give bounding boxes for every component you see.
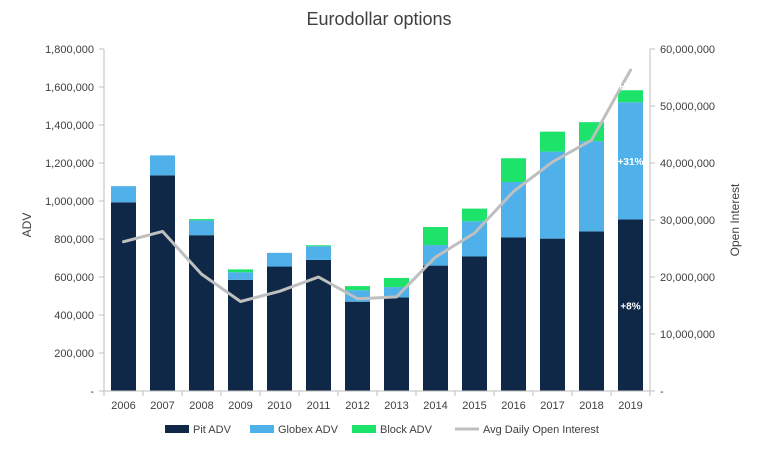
x-tick-label: 2017 [540, 400, 564, 412]
pit-adv-bar [384, 297, 409, 391]
x-tick-label: 2018 [579, 400, 603, 412]
x-tick-label: 2013 [384, 400, 408, 412]
legend-label-pit-adv: Pit ADV [193, 424, 232, 436]
block-adv-bar [540, 131, 565, 152]
block-adv-bar [228, 269, 253, 273]
annotations: +8% +31% +56% [618, 82, 644, 312]
legend-swatch-globex-adv [250, 425, 274, 433]
legend-swatch-pit-adv [165, 425, 189, 433]
x-tick-label: 2014 [423, 400, 447, 412]
legend-label-avg-daily-open-interest: Avg Daily Open Interest [483, 424, 599, 436]
pit-adv-bar [267, 266, 292, 391]
pit-adv-bar [111, 202, 136, 391]
y-tick-label: 600,000 [54, 272, 94, 284]
block-adv-bar [189, 219, 214, 221]
globex-adv-bar [228, 272, 253, 280]
y-tick-label: 1,600,000 [45, 82, 94, 94]
open-interest-line [122, 68, 632, 303]
y-tick-label: 1,400,000 [45, 120, 94, 132]
globex-adv-bar [111, 186, 136, 203]
legend-swatch-block-adv [352, 425, 376, 433]
bars [111, 90, 643, 391]
legend: Pit ADV Globex ADV Block ADV Avg Daily Open… [165, 424, 599, 436]
x-tick-label: 2015 [462, 400, 486, 412]
y-tick-label: 1,200,000 [45, 158, 94, 170]
block-adv-bar [501, 158, 526, 182]
globex-adv-bar [267, 252, 292, 267]
y2-tick-label: 50,000,000 [660, 101, 715, 113]
pit-adv-bar [618, 219, 643, 391]
y2-tick-label: - [660, 386, 664, 398]
globex-adv-bar [579, 141, 604, 232]
open-interest-line-layer [122, 68, 632, 303]
pit-adv-bar [150, 175, 175, 391]
block-adv-bar [423, 227, 448, 246]
y-tick-label: 1,800,000 [45, 44, 94, 56]
pit-adv-bar [423, 265, 448, 391]
block-adv-bar [618, 90, 643, 103]
globex-adv-bar [189, 220, 214, 236]
globex-adv-bar [540, 151, 565, 239]
globex-adv-bar [345, 290, 370, 302]
x-tick-label: 2009 [228, 400, 252, 412]
y-axis-title: ADV [20, 213, 34, 238]
x-tick-label: 2006 [111, 400, 135, 412]
pit-adv-bar [501, 237, 526, 391]
globex-adv-bar [384, 287, 409, 298]
x-tick-label: 2012 [345, 400, 369, 412]
y2-tick-label: 40,000,000 [660, 158, 715, 170]
x-tick-label: 2007 [150, 400, 174, 412]
globex-adv-bar [618, 102, 643, 220]
growth-annotation: +8% [620, 302, 640, 313]
growth-annotation: +31% [618, 157, 644, 168]
y2-tick-label: 30,000,000 [660, 215, 715, 227]
legend-label-block-adv: Block ADV [380, 424, 433, 436]
y-tick-label: 800,000 [54, 234, 94, 246]
y2-tick-label: 20,000,000 [660, 272, 715, 284]
x-tick-label: 2016 [501, 400, 525, 412]
x-tick-label: 2011 [307, 400, 331, 412]
block-adv-bar [384, 277, 409, 288]
x-tick-label: 2010 [267, 400, 291, 412]
block-adv-bar [345, 286, 370, 291]
globex-adv-bar [306, 246, 331, 260]
x-tick-label: 2008 [189, 400, 213, 412]
globex-adv-bar [150, 155, 175, 176]
y2-axis-title: Open Interest [728, 183, 742, 256]
y-tick-label: 1,000,000 [45, 196, 94, 208]
y-tick-label: 400,000 [54, 310, 94, 322]
y2-tick-label: 10,000,000 [660, 329, 715, 341]
chart-title: Eurodollar options [306, 9, 451, 29]
x-tick-label: 2019 [618, 400, 642, 412]
y-tick-label: - [90, 386, 94, 398]
pit-adv-bar [345, 301, 370, 391]
block-adv-bar [462, 208, 487, 222]
block-adv-bar [306, 245, 331, 247]
pit-adv-bar [189, 235, 214, 391]
axes: - 200,000 400,000 600,000 800,000 1,000,000 1,… [45, 44, 715, 412]
y2-tick-label: 60,000,000 [660, 44, 715, 56]
pit-adv-bar [462, 256, 487, 391]
pit-adv-bar [579, 231, 604, 391]
legend-label-globex-adv: Globex ADV [278, 424, 339, 436]
y-tick-label: 200,000 [54, 348, 94, 360]
pit-adv-bar [540, 238, 565, 391]
growth-annotation: +56% [618, 82, 644, 93]
